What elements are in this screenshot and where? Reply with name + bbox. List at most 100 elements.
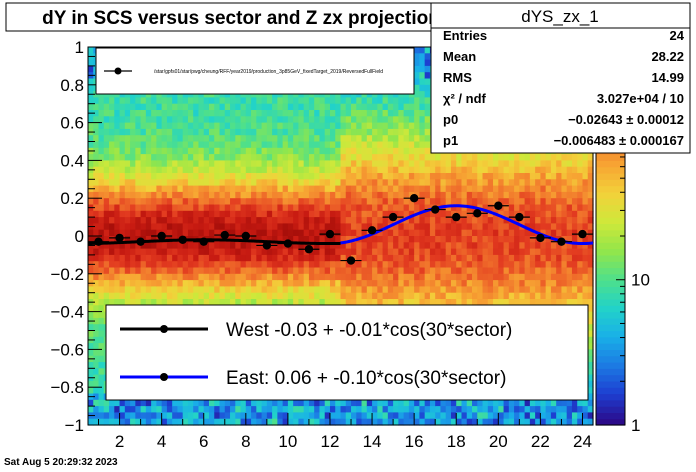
heatmap-cell: [245, 160, 252, 168]
heatmap-cell: [293, 191, 300, 199]
heatmap-cell: [508, 191, 515, 199]
heatmap-cell: [119, 154, 126, 161]
heatmap-cell: [382, 97, 389, 105]
heatmap-cell: [135, 399, 142, 407]
heatmap-cell: [424, 59, 431, 67]
heatmap-cell: [419, 418, 426, 426]
heatmap-cell: [487, 154, 494, 161]
heatmap-cell: [398, 122, 405, 130]
heatmap-cell: [156, 217, 163, 224]
heatmap-cell: [272, 191, 278, 199]
heatmap-cell: [314, 122, 321, 130]
heatmap-cell: [103, 141, 110, 149]
heatmap-cell: [498, 223, 505, 231]
heatmap-cell: [277, 166, 284, 174]
heatmap-cell: [293, 273, 300, 281]
heatmap-cell: [335, 286, 342, 294]
heatmap-cell: [298, 135, 305, 143]
heatmap-cell: [303, 399, 310, 407]
heatmap-cell: [335, 128, 342, 136]
heatmap-cell: [293, 236, 300, 243]
heatmap-cell: [214, 179, 221, 187]
heatmap-cell: [93, 103, 100, 111]
heatmap-cell: [340, 110, 347, 117]
heatmap-cell: [429, 280, 436, 287]
heatmap-cell: [172, 248, 179, 256]
heatmap-cell: [166, 179, 173, 187]
heatmap-cell: [88, 368, 94, 376]
heatmap-cell: [235, 191, 242, 199]
heatmap-cell: [419, 160, 426, 168]
heatmap-cell: [230, 154, 236, 161]
heatmap-cell: [387, 122, 394, 130]
heatmap-cell: [382, 242, 389, 250]
heatmap-cell: [356, 248, 363, 256]
heatmap-cell: [403, 248, 410, 256]
heatmap-cell: [319, 406, 326, 413]
heatmap-cell: [119, 248, 126, 256]
heatmap-cell: [182, 103, 189, 111]
heatmap-cell: [140, 292, 147, 300]
heatmap-cell: [414, 185, 421, 193]
heatmap-cell: [493, 223, 499, 231]
heatmap-cell: [93, 330, 100, 338]
heatmap-cell: [508, 154, 515, 161]
heatmap-cell: [387, 248, 394, 256]
heatmap-cell: [308, 242, 315, 250]
heatmap-cell: [235, 166, 242, 174]
heatmap-cell: [119, 261, 126, 269]
heatmap-cell: [156, 273, 163, 281]
heatmap-cell: [235, 261, 242, 269]
heatmap-cell: [456, 191, 463, 199]
heatmap-cell: [187, 204, 194, 212]
heatmap-cell: [103, 261, 110, 269]
heatmap-cell: [198, 299, 205, 306]
heatmap-cell: [198, 399, 205, 407]
heatmap-cell: [324, 122, 331, 130]
heatmap-cell: [361, 242, 368, 250]
heatmap-cell: [124, 122, 131, 130]
heatmap-cell: [224, 141, 231, 149]
heatmap-cell: [130, 97, 136, 105]
heatmap-cell: [114, 406, 121, 413]
heatmap-cell: [219, 286, 226, 294]
heatmap-cell: [424, 286, 431, 294]
heatmap-cell: [435, 248, 442, 256]
heatmap-cell: [329, 198, 336, 206]
heatmap-cell: [103, 406, 110, 413]
heatmap-cell: [287, 217, 294, 224]
heatmap-cell: [382, 236, 389, 243]
heatmap-cell: [114, 267, 121, 275]
heatmap-cell: [351, 103, 357, 111]
heatmap-cell: [119, 273, 126, 281]
heatmap-cell: [366, 185, 373, 193]
heatmap-cell: [130, 179, 136, 187]
heatmap-cell: [445, 191, 452, 199]
heatmap-cell: [119, 110, 126, 117]
heatmap-cell: [124, 299, 131, 306]
heatmap-cell: [135, 116, 142, 124]
heatmap-cell: [450, 399, 457, 407]
heatmap-cell: [230, 299, 236, 306]
heatmap-cell: [119, 147, 126, 155]
heatmap-cell: [345, 166, 352, 174]
heatmap-cell: [214, 116, 221, 124]
heatmap-cell: [293, 166, 300, 174]
heatmap-cell: [272, 210, 278, 218]
heatmap-cell: [351, 179, 357, 187]
heatmap-cell: [124, 103, 131, 111]
heatmap-cell: [435, 160, 442, 168]
heatmap-cell: [403, 110, 410, 117]
heatmap-cell: [245, 116, 252, 124]
heatmap-cell: [335, 110, 342, 117]
heatmap-cell: [193, 173, 200, 180]
heatmap-cell: [372, 110, 378, 117]
heatmap-cell: [366, 173, 373, 180]
heatmap-cell: [256, 116, 263, 124]
heatmap-cell: [419, 154, 426, 161]
heatmap-cell: [503, 204, 510, 212]
heatmap-cell: [298, 210, 305, 218]
heatmap-cell: [235, 406, 242, 413]
heatmap-cell: [245, 242, 252, 250]
heatmap-cell: [193, 97, 200, 105]
